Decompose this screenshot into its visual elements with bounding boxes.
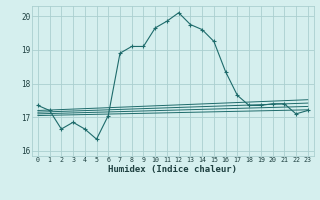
X-axis label: Humidex (Indice chaleur): Humidex (Indice chaleur) [108,165,237,174]
